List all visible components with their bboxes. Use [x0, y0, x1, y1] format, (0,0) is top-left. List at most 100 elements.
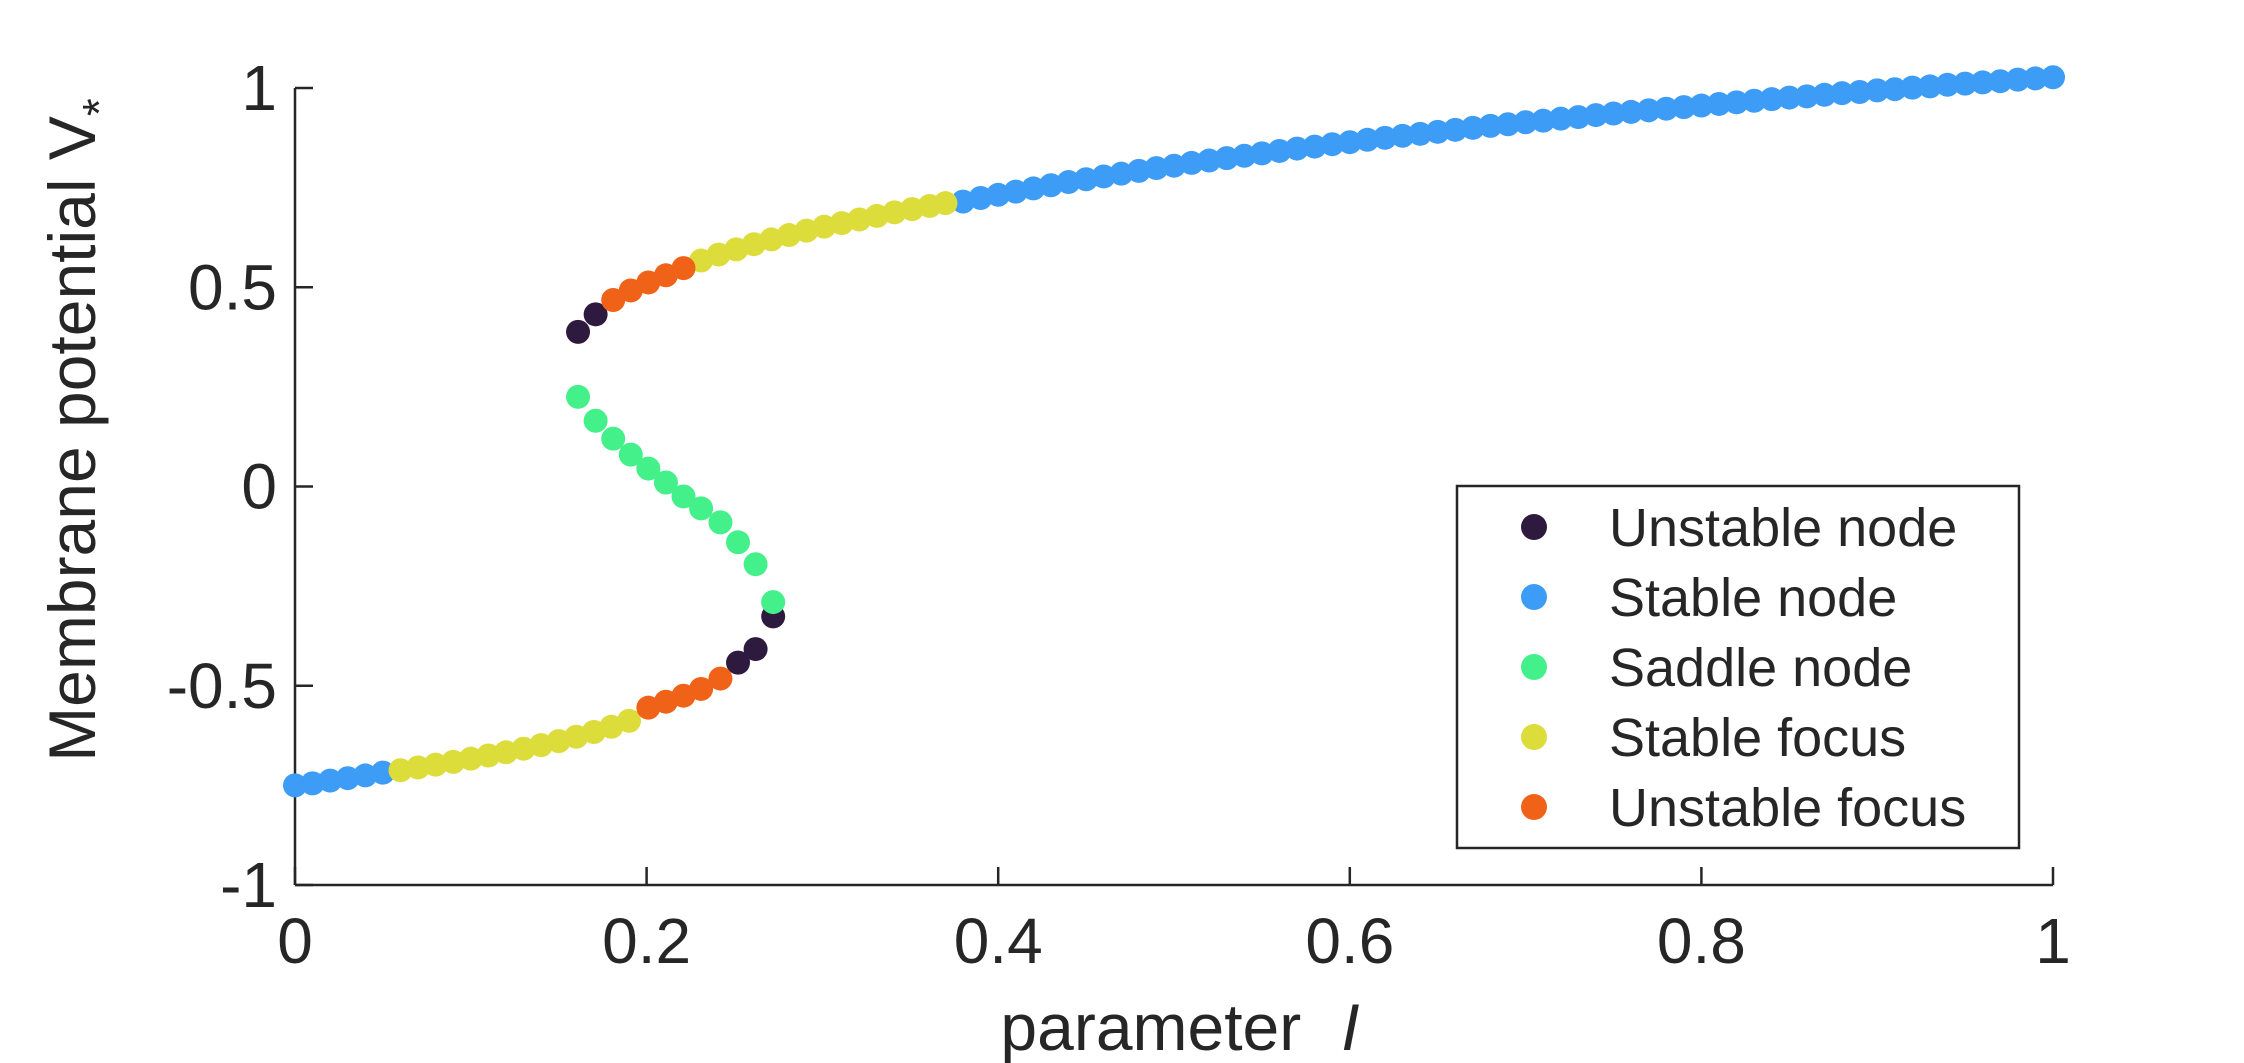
- stable-node-point: [1408, 121, 1433, 146]
- legend-box: [1455, 484, 2021, 850]
- stable-node-point: [1935, 72, 1960, 97]
- stable-node-point: [1583, 103, 1608, 128]
- stable-node-point: [1320, 132, 1345, 157]
- stable-node-point: [1970, 70, 1995, 95]
- x-tick-label: 0: [277, 905, 313, 977]
- x-tick-label: 0.6: [1305, 905, 1394, 977]
- stable-focus-point: [388, 758, 413, 783]
- stable-node-point: [1548, 106, 1573, 131]
- stable-node-point: [1285, 136, 1310, 161]
- saddle-node-point: [689, 496, 714, 521]
- y-tick-label: 1: [241, 52, 277, 124]
- stable-node-point: [1654, 96, 1679, 121]
- stable-node-point: [1267, 138, 1292, 163]
- legend-marker-saddle-node: [1521, 654, 1547, 680]
- y-tick-label: -0.5: [167, 650, 277, 722]
- stable-node-point: [1197, 148, 1222, 173]
- stable-node-point: [1091, 164, 1116, 189]
- stable-focus-point: [617, 708, 642, 733]
- stable-node-point: [370, 760, 395, 785]
- stable-node-point: [1671, 95, 1696, 120]
- stable-node-point: [1496, 112, 1521, 137]
- x-axis-label-text: parameter: [1000, 990, 1301, 1063]
- saddle-node-point: [636, 456, 661, 481]
- stable-node-point: [1179, 150, 1204, 175]
- legend-label-unstable-focus: Unstable focus: [1609, 778, 1966, 838]
- y-axis-label-text: Membrane potential V: [35, 116, 109, 762]
- unstable-focus-point: [689, 676, 714, 701]
- stable-node-point: [2041, 65, 2065, 90]
- stable-node-point: [1830, 81, 1855, 106]
- unstable-node-point: [583, 302, 608, 327]
- legend-label-stable-focus: Stable focus: [1609, 708, 1906, 768]
- x-tick-label: 1: [2035, 905, 2071, 977]
- stable-node-point: [1706, 91, 1731, 116]
- saddle-node-point: [583, 408, 608, 433]
- stable-focus-point: [933, 191, 958, 216]
- stable-node-point: [1865, 78, 1890, 103]
- stable-node-point: [283, 773, 307, 798]
- stable-node-point: [1953, 71, 1978, 96]
- stable-node-point: [1074, 167, 1099, 192]
- stable-node-point: [1372, 125, 1397, 150]
- stable-node-point: [1742, 88, 1767, 113]
- x-tick-label: 0.4: [954, 905, 1043, 977]
- unstable-node-point: [743, 637, 768, 662]
- x-tick-label: 0.2: [602, 905, 691, 977]
- stable-node-point: [1302, 134, 1327, 159]
- stable-node-point: [1900, 75, 1925, 100]
- y-axis-label: Membrane potential V*: [35, 98, 125, 762]
- unstable-focus-point: [708, 666, 733, 691]
- stable-node-point: [2005, 67, 2030, 92]
- stable-node-point: [300, 771, 325, 796]
- stable-node-point: [1109, 161, 1134, 186]
- saddle-node-point: [708, 510, 733, 535]
- unstable-node-point: [726, 650, 751, 675]
- stable-focus-point: [406, 755, 431, 780]
- stable-node-point: [1636, 98, 1661, 123]
- stable-node-point: [1162, 153, 1186, 178]
- stable-node-point: [1689, 93, 1714, 118]
- saddle-node-point: [566, 384, 591, 409]
- axes: 0 0.2 0.4 0.6 0.8 1 -1 -0.5 0 0.5 1: [167, 52, 2071, 977]
- y-tick-label: 0: [241, 451, 277, 523]
- stable-node-point: [1460, 115, 1485, 140]
- saddle-node-point: [653, 470, 678, 495]
- unstable-node-point: [566, 319, 591, 344]
- legend-marker-stable-focus: [1521, 724, 1547, 750]
- stable-node-point: [1337, 130, 1362, 155]
- stable-node-point: [1777, 85, 1802, 110]
- y-axis-label-subscript: *: [73, 98, 125, 116]
- unstable-focus-point: [601, 288, 626, 313]
- stable-node-point: [1144, 156, 1169, 181]
- stable-node-point: [1724, 90, 1749, 115]
- unstable-focus-point: [671, 256, 696, 281]
- stable-focus-point: [423, 752, 448, 777]
- legend-label-stable-node: Stable node: [1609, 568, 1897, 628]
- stable-node-point: [1794, 84, 1819, 109]
- legend-marker-stable-node: [1521, 584, 1547, 610]
- y-tick-label: -1: [220, 849, 277, 921]
- stable-node-point: [1988, 69, 2013, 94]
- stable-node-point: [1566, 105, 1591, 130]
- stable-node-point: [1882, 77, 1907, 102]
- saddle-node-point: [726, 530, 751, 555]
- legend-label-unstable-node: Unstable node: [1609, 498, 1957, 558]
- y-tick-label: 0.5: [188, 251, 277, 323]
- stable-node-point: [1619, 99, 1644, 124]
- saddle-node-point: [618, 442, 643, 467]
- stable-node-point: [335, 766, 360, 791]
- stable-node-point: [1443, 117, 1468, 142]
- stable-node-point: [1513, 110, 1538, 135]
- stable-node-point: [1214, 146, 1239, 171]
- legend-marker-unstable-focus: [1521, 794, 1547, 820]
- stable-node-point: [1847, 79, 1872, 104]
- legend-marker-unstable-node: [1521, 514, 1547, 540]
- saddle-node-point: [671, 484, 696, 509]
- stable-node-point: [1812, 82, 1837, 107]
- stable-node-point: [1478, 113, 1503, 138]
- legend-label-saddle-node: Saddle node: [1609, 638, 1912, 698]
- x-axis-label: parameter I: [1000, 990, 1359, 1063]
- stable-node-point: [1249, 141, 1274, 166]
